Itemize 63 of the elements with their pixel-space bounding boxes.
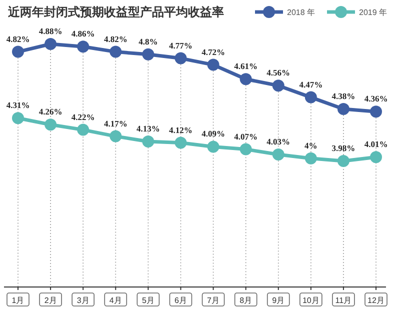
point — [77, 124, 90, 136]
legend-label: 2019 年 — [359, 8, 388, 17]
point — [174, 136, 187, 149]
data-label: 4.36% — [364, 94, 388, 104]
legend-label: 2018 年 — [287, 8, 316, 17]
point — [304, 91, 317, 104]
data-label: 4.88% — [38, 26, 62, 36]
data-label: 4.26% — [38, 106, 62, 117]
data-label: 4.47% — [299, 79, 323, 90]
x-tick-label: 5月 — [142, 296, 154, 305]
data-label: 4.13% — [136, 124, 160, 134]
data-label: 4.22% — [71, 112, 95, 122]
point — [110, 130, 122, 142]
data-label: 4.12% — [169, 124, 192, 135]
point — [304, 152, 317, 164]
point — [12, 112, 24, 124]
data-label: 4.82% — [6, 34, 30, 44]
point — [370, 106, 382, 118]
point — [142, 136, 154, 148]
chart-title: 近两年封闭式预期收益型产品平均收益率 — [7, 5, 224, 19]
x-tick-label: 10月 — [302, 296, 320, 305]
point — [240, 143, 252, 156]
data-label: 3.98% — [332, 143, 356, 153]
point — [142, 48, 154, 60]
point — [174, 52, 187, 64]
data-label: 4.03% — [266, 136, 290, 146]
point — [12, 46, 24, 58]
point — [77, 40, 90, 53]
data-label: 4.72% — [202, 46, 225, 57]
data-label: 4.77% — [169, 40, 192, 50]
data-label: 4.31% — [6, 100, 30, 110]
point — [44, 38, 57, 50]
x-tick-label: 4月 — [109, 296, 122, 305]
x-tick-label: 12月 — [368, 296, 384, 305]
data-label: 4.09% — [202, 128, 225, 139]
point — [110, 46, 122, 58]
data-label: 4% — [304, 140, 318, 150]
x-tick-label: 9月 — [272, 296, 285, 305]
point — [240, 73, 252, 86]
x-tick-label: 11月 — [335, 296, 352, 305]
x-tick-label: 7月 — [207, 296, 220, 305]
x-tick-label: 2月 — [44, 296, 57, 305]
point — [272, 80, 284, 92]
point — [337, 103, 350, 115]
point — [337, 155, 350, 167]
x-tick-label: 8月 — [240, 296, 252, 305]
data-label: 4.86% — [71, 28, 95, 39]
x-tick-label: 3月 — [76, 296, 90, 305]
x-tick-label: 1月 — [12, 296, 24, 305]
data-label: 4.8% — [138, 36, 158, 46]
data-label: 4.07% — [234, 131, 258, 142]
data-label: 4.82% — [104, 34, 128, 44]
point — [207, 58, 220, 71]
point — [44, 118, 57, 131]
data-label: 4.17% — [104, 118, 128, 128]
point — [370, 151, 382, 164]
point — [272, 148, 284, 160]
data-label: 4.56% — [266, 68, 290, 78]
point — [207, 140, 220, 153]
x-tick-label: 6月 — [174, 296, 187, 305]
data-label: 4.01% — [364, 139, 388, 150]
data-label: 4.61% — [234, 61, 258, 72]
data-label: 4.38% — [332, 91, 356, 101]
